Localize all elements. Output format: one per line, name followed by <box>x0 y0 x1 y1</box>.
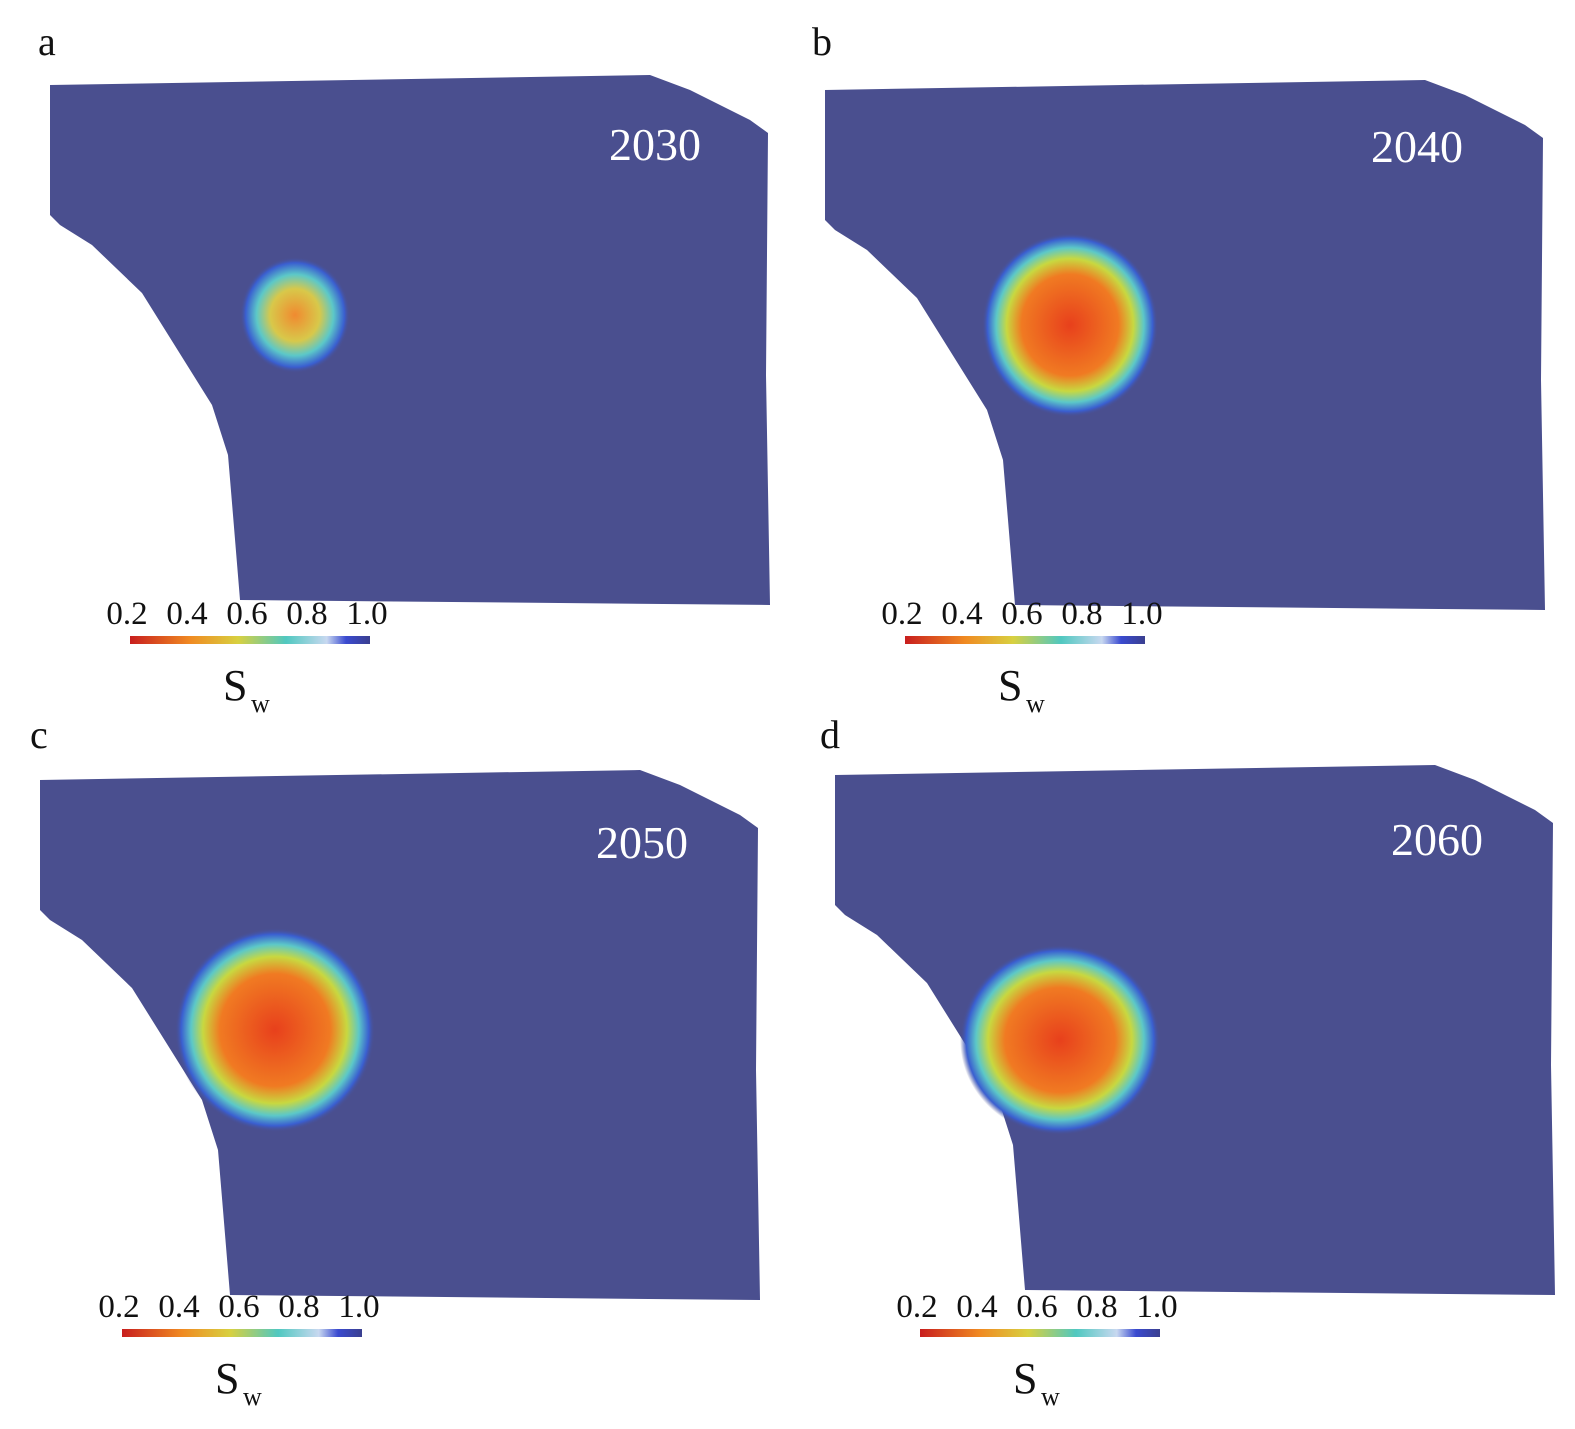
colorbar-tick-label: 1.0 <box>1136 1289 1177 1325</box>
colorbar-tick-label: 0.2 <box>896 1289 937 1325</box>
colorbar-tick-label: 0.2 <box>106 596 147 632</box>
colorbar <box>905 636 1145 644</box>
colorbar <box>130 636 370 644</box>
colorbar-tick-label: 1.0 <box>1121 596 1162 632</box>
colorbar-subscript: w <box>251 689 270 718</box>
panel: d 2060 0.2 0.4 0.6 0.8 1.0 S w <box>820 712 1555 1411</box>
year-label: 2030 <box>609 119 701 170</box>
colorbar <box>122 1329 362 1337</box>
panel: b 2040 0.2 0.4 0.6 0.8 1.0 S w <box>812 19 1545 718</box>
colorbar-subscript: w <box>1026 689 1045 718</box>
colorbar-tick-label: 0.8 <box>286 596 327 632</box>
colorbar-tick-label: 0.4 <box>158 1289 199 1325</box>
year-label: 2040 <box>1371 121 1463 172</box>
reservoir-domain <box>50 75 770 605</box>
panel-label: a <box>38 19 56 64</box>
colorbar <box>920 1329 1160 1337</box>
colorbar-tick-label: 0.8 <box>1061 596 1102 632</box>
colorbar-symbol: S <box>223 661 247 710</box>
reservoir-domain <box>825 80 1545 610</box>
co2-plume <box>960 945 1160 1135</box>
colorbar-tick-label: 1.0 <box>338 1289 379 1325</box>
colorbar-tick-label: 0.4 <box>166 596 207 632</box>
co2-plume <box>175 928 375 1132</box>
colorbar-tick-label: 0.6 <box>1016 1289 1057 1325</box>
colorbar-symbol: S <box>998 661 1022 710</box>
panel-label: c <box>30 712 48 757</box>
colorbar-symbol: S <box>1013 1354 1037 1403</box>
colorbar-tick-label: 0.8 <box>1076 1289 1117 1325</box>
colorbar-subscript: w <box>1041 1382 1060 1411</box>
reservoir-domain <box>835 765 1555 1295</box>
reservoir-domain <box>40 770 760 1300</box>
colorbar-symbol: S <box>215 1354 239 1403</box>
panel: a 2030 0.2 0.4 0.6 0.8 1.0 S w <box>38 19 770 718</box>
colorbar-tick-label: 0.4 <box>941 596 982 632</box>
colorbar-tick-label: 0.8 <box>278 1289 319 1325</box>
panel-label: d <box>820 712 840 757</box>
colorbar-tick-label: 0.6 <box>218 1289 259 1325</box>
colorbar-tick-label: 0.2 <box>98 1289 139 1325</box>
colorbar-tick-label: 1.0 <box>346 596 387 632</box>
panel: c 2050 0.2 0.4 0.6 0.8 1.0 S w <box>30 712 760 1411</box>
year-label: 2050 <box>596 817 688 868</box>
colorbar-tick-label: 0.6 <box>1001 596 1042 632</box>
colorbar-subscript: w <box>243 1382 262 1411</box>
year-label: 2060 <box>1391 814 1483 865</box>
panel-label: b <box>812 19 832 64</box>
co2-plume <box>240 257 350 373</box>
co2-plume <box>982 233 1158 417</box>
colorbar-tick-label: 0.6 <box>226 596 267 632</box>
colorbar-tick-label: 0.4 <box>956 1289 997 1325</box>
colorbar-tick-label: 0.2 <box>881 596 922 632</box>
